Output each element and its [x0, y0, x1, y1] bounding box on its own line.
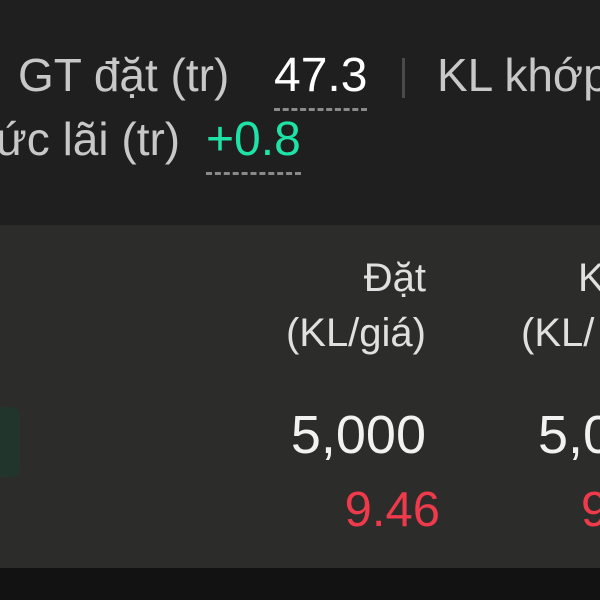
order-value[interactable]: 47.3 — [274, 52, 368, 111]
order-volume: 5,000 — [290, 405, 426, 465]
column-header-matched-sub: (KL/ — [521, 311, 595, 355]
column-header-order: Đặt — [363, 256, 426, 300]
matched-volume: 5,0 — [538, 405, 600, 465]
status-chip[interactable] — [0, 407, 20, 477]
order-price: 9.46 — [344, 483, 440, 537]
column-header-order-sub: (KL/giá) — [285, 311, 426, 355]
divider — [402, 58, 405, 98]
column-header-matched: K — [578, 256, 600, 300]
est-profit-value[interactable]: +0.8 — [206, 116, 301, 175]
order-table — [0, 225, 600, 568]
matched-volume-label: KL khớp — [437, 49, 600, 101]
bottom-bar — [0, 568, 600, 600]
matched-price: 9 — [581, 483, 600, 537]
est-profit-label: ức lãi (tr) — [0, 113, 181, 165]
order-value-label: GT đặt (tr) — [18, 49, 230, 101]
